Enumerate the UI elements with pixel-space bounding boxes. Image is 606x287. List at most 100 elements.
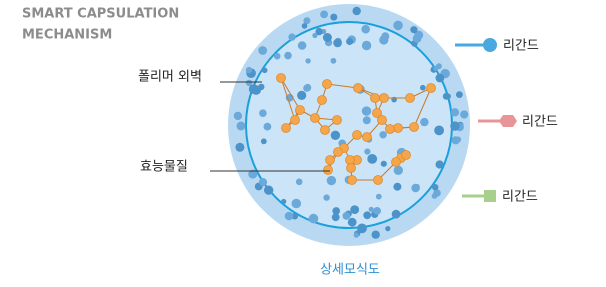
particle bbox=[302, 23, 308, 29]
payload-node bbox=[277, 74, 286, 83]
particle bbox=[331, 58, 337, 64]
payload-label: 효능물질 bbox=[140, 160, 188, 175]
ligand-icon bbox=[499, 115, 517, 127]
particle bbox=[264, 186, 273, 195]
particle bbox=[363, 211, 371, 219]
particle bbox=[298, 41, 307, 50]
payload-node bbox=[347, 164, 356, 173]
ligand-icon bbox=[484, 190, 496, 202]
particle bbox=[332, 213, 340, 221]
particle bbox=[420, 118, 428, 126]
particle bbox=[367, 154, 377, 164]
particle bbox=[434, 125, 444, 135]
particle bbox=[393, 21, 403, 31]
payload-node bbox=[321, 126, 330, 135]
particle bbox=[436, 160, 444, 168]
particle bbox=[392, 210, 401, 219]
particle bbox=[305, 58, 310, 63]
payload-node bbox=[348, 176, 357, 185]
payload-node bbox=[386, 125, 395, 134]
particle bbox=[237, 122, 246, 131]
particle bbox=[379, 131, 386, 138]
particle bbox=[304, 84, 311, 91]
particle bbox=[330, 14, 337, 21]
polymer-wall bbox=[246, 22, 452, 228]
particle bbox=[246, 67, 252, 73]
particle bbox=[451, 108, 459, 116]
payload-node bbox=[402, 151, 411, 160]
payload-node bbox=[378, 116, 387, 125]
particle bbox=[362, 106, 371, 115]
particle bbox=[420, 85, 426, 91]
particle bbox=[394, 166, 403, 175]
particle bbox=[292, 199, 302, 209]
payload-node bbox=[374, 176, 383, 185]
particle bbox=[450, 121, 459, 130]
ligand-icon bbox=[483, 38, 497, 52]
particle bbox=[261, 138, 267, 144]
particle bbox=[376, 194, 382, 200]
particle bbox=[288, 33, 295, 40]
payload-node bbox=[410, 123, 419, 132]
payload-node bbox=[324, 166, 333, 175]
caption: 상세모식도 bbox=[320, 263, 380, 278]
ligand-label: 리간드 bbox=[522, 115, 558, 130]
diagram: SMART CAPSULATION MECHANISM 폴리머 외벽 효능물질 … bbox=[0, 0, 606, 287]
payload-node bbox=[334, 148, 343, 157]
particle bbox=[333, 39, 342, 48]
particle bbox=[346, 38, 353, 45]
particle bbox=[258, 84, 264, 90]
ligand-label: 리간드 bbox=[502, 190, 538, 205]
particle bbox=[372, 231, 380, 239]
payload-node bbox=[318, 96, 327, 105]
payload-node bbox=[354, 84, 363, 93]
particle bbox=[281, 199, 286, 204]
payload-node bbox=[311, 114, 320, 123]
particle bbox=[373, 207, 381, 215]
particle bbox=[309, 214, 319, 224]
title-line: MECHANISM bbox=[22, 28, 112, 43]
title-line: SMART CAPSULATION bbox=[22, 7, 179, 22]
particle bbox=[433, 189, 441, 197]
particle bbox=[460, 110, 468, 118]
particle bbox=[413, 34, 422, 43]
payload-node bbox=[333, 116, 342, 125]
particle bbox=[296, 179, 303, 186]
particle bbox=[364, 149, 370, 155]
payload-node bbox=[392, 158, 401, 167]
particle bbox=[348, 218, 357, 227]
particle bbox=[381, 32, 389, 40]
particle bbox=[331, 131, 340, 140]
particle bbox=[274, 53, 281, 60]
payload-node bbox=[291, 116, 300, 125]
particle bbox=[258, 46, 267, 55]
particle bbox=[234, 112, 242, 120]
particle bbox=[445, 93, 451, 99]
particle bbox=[357, 224, 367, 234]
particle bbox=[385, 226, 390, 231]
particle bbox=[264, 123, 272, 131]
particle bbox=[393, 183, 401, 191]
payload-node bbox=[406, 94, 415, 103]
particle bbox=[312, 33, 317, 38]
particle bbox=[327, 176, 336, 185]
particle bbox=[350, 205, 359, 214]
payload-node bbox=[427, 84, 436, 93]
particle bbox=[259, 178, 267, 186]
particle bbox=[452, 136, 460, 144]
payload-node bbox=[282, 124, 291, 133]
ligand-label: 리간드 bbox=[503, 39, 539, 54]
payload-node bbox=[394, 124, 403, 133]
payload-node bbox=[326, 156, 335, 165]
payload-node bbox=[346, 156, 355, 165]
particle bbox=[433, 66, 438, 71]
particle bbox=[411, 184, 420, 193]
particle bbox=[343, 212, 351, 220]
particle bbox=[456, 91, 463, 98]
particle bbox=[235, 143, 244, 152]
particle bbox=[436, 74, 445, 83]
particle bbox=[353, 7, 361, 15]
particle bbox=[410, 26, 417, 33]
particle bbox=[354, 233, 359, 238]
payload-node bbox=[380, 94, 389, 103]
